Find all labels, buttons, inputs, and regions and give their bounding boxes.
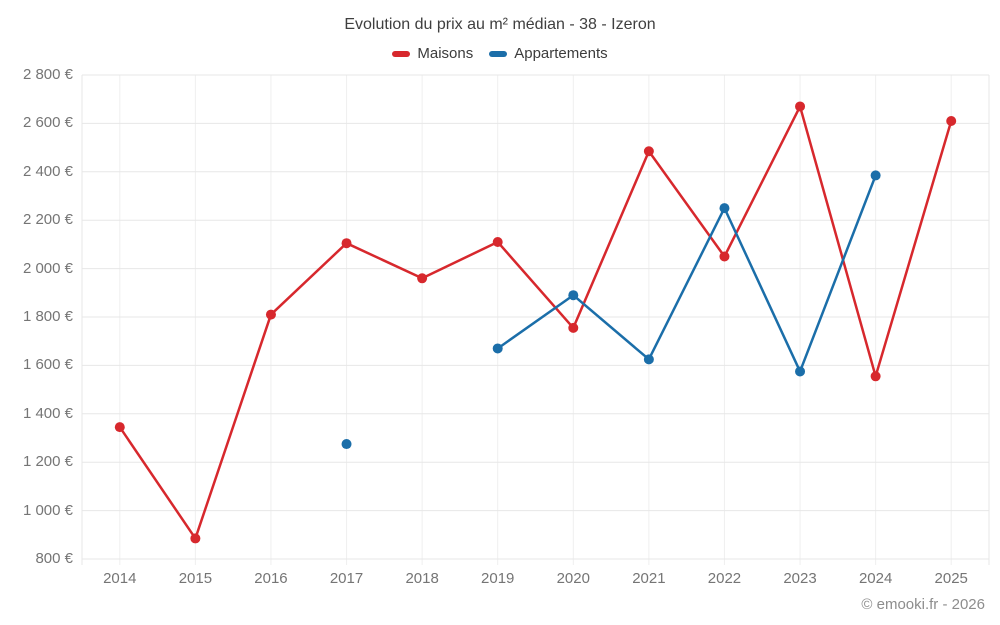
x-axis-label: 2023 [783,570,817,587]
data-point-maisons-2024[interactable] [870,371,881,382]
legend-label: Appartements [514,45,608,62]
data-point-appartements-2017[interactable] [341,439,352,450]
y-axis-label: 2 000 € [22,259,73,277]
data-point-maisons-2020[interactable] [568,322,579,333]
legend-item-maisons[interactable]: Maisons [392,45,473,62]
data-point-maisons-2019[interactable] [492,236,503,247]
data-point-appartements-2020[interactable] [568,290,579,301]
y-axis-label: 1 400 € [22,404,73,422]
y-axis-label: 800 € [35,550,73,567]
data-point-appartements-2021[interactable] [643,354,654,365]
y-axis-label: 2 600 € [22,114,73,132]
data-point-maisons-2023[interactable] [795,101,806,112]
x-axis-label: 2024 [858,570,893,587]
y-axis-label: 2 200 € [22,211,73,229]
legend-swatch-icon [392,50,411,57]
data-point-appartements-2024[interactable] [870,170,881,181]
data-point-maisons-2015[interactable] [190,533,201,544]
data-point-maisons-2022[interactable] [719,251,730,262]
legend-item-appartements[interactable]: Appartements [489,45,608,62]
x-axis-label: 2020 [556,570,590,587]
x-axis-label: 2014 [103,570,137,587]
watermark-credit: © emooki.fr - 2026 [861,596,985,613]
data-point-appartements-2023[interactable] [795,366,806,377]
y-axis-label: 1 800 € [22,308,73,325]
y-axis-label: 2 400 € [22,162,73,180]
x-axis-label: 2019 [481,570,515,587]
data-point-appartements-2019[interactable] [492,343,503,354]
data-point-maisons-2014[interactable] [114,422,125,433]
x-axis-label: 2021 [632,570,666,587]
x-axis-label: 2022 [707,570,742,587]
data-point-maisons-2021[interactable] [643,146,654,157]
data-point-appartements-2022[interactable] [719,203,730,214]
data-point-maisons-2016[interactable] [265,309,276,320]
legend: Maisons Appartements [0,45,1000,62]
data-point-maisons-2018[interactable] [417,273,428,284]
series-line-appartements [496,174,877,373]
series-line-maisons [118,105,953,540]
x-axis-label: 2016 [254,570,288,587]
x-axis-label: 2018 [405,570,439,587]
y-axis-label: 2 800 € [22,66,73,83]
data-point-maisons-2025[interactable] [946,115,957,126]
x-axis-label: 2015 [178,570,213,587]
chart-title: Evolution du prix au m² médian - 38 - Iz… [344,16,656,33]
x-axis-label: 2025 [934,570,968,587]
y-axis-label: 1 000 € [22,501,73,519]
x-axis-label: 2017 [329,570,364,587]
legend-label: Maisons [417,45,474,62]
y-axis-label: 1 200 € [22,453,73,471]
data-point-maisons-2017[interactable] [341,238,352,249]
legend-swatch-icon [489,50,508,57]
y-axis-label: 1 600 € [22,356,73,374]
